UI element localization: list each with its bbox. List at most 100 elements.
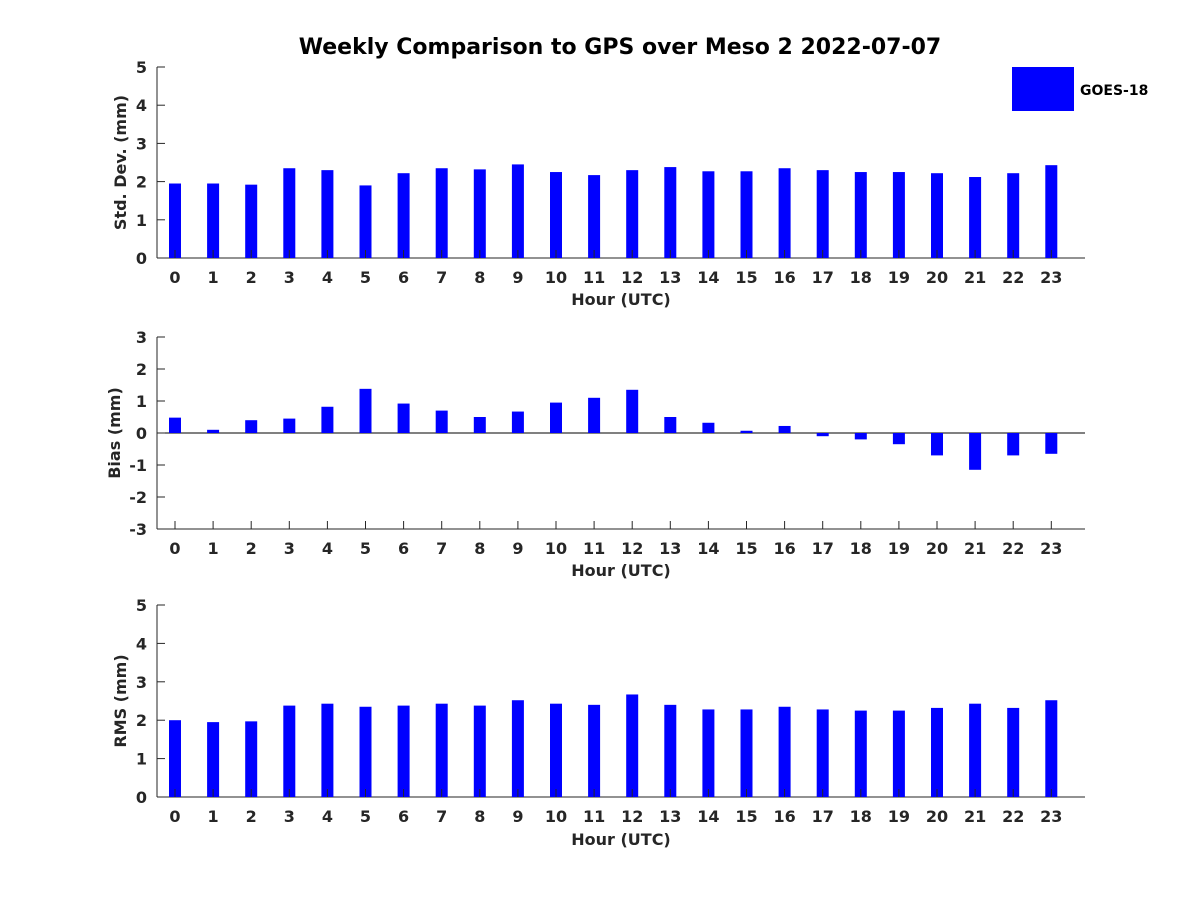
rms-bar <box>892 710 905 797</box>
bias-xtick-label: 10 <box>545 539 567 558</box>
rms-bar <box>664 704 677 797</box>
bias-xtick-label: 23 <box>1040 539 1062 558</box>
bias-xtick-label: 19 <box>888 539 910 558</box>
bias-bar <box>626 389 639 433</box>
std-dev-bar <box>664 167 677 258</box>
std-dev-xtick-label: 13 <box>659 268 681 287</box>
bias-ytick-label: 0 <box>136 424 147 443</box>
std-dev-xtick-label: 1 <box>208 268 219 287</box>
rms-bar <box>245 721 258 797</box>
std-dev-xtick-label: 0 <box>169 268 180 287</box>
std-dev-ytick-label: 2 <box>136 173 147 192</box>
std-dev-ytick-label: 5 <box>136 58 147 77</box>
bias-xtick-label: 14 <box>697 539 719 558</box>
std-dev-xtick-label: 20 <box>926 268 948 287</box>
rms-xtick-label: 2 <box>246 807 257 826</box>
std-dev-ytick-label: 0 <box>136 249 147 268</box>
bias-xtick-label: 13 <box>659 539 681 558</box>
std-dev-bar <box>397 173 410 258</box>
std-dev-ytick-label: 3 <box>136 134 147 153</box>
rms-xtick-label: 0 <box>169 807 180 826</box>
rms-ytick-label: 1 <box>136 750 147 769</box>
std-dev-xtick-label: 2 <box>246 268 257 287</box>
bias-bar <box>511 411 524 433</box>
rms-xtick-label: 12 <box>621 807 643 826</box>
rms-bar <box>778 706 791 797</box>
bias-bar <box>321 406 334 433</box>
bias-bar <box>854 433 867 440</box>
std-dev-bar <box>702 171 715 258</box>
bias-xtick-label: 17 <box>812 539 834 558</box>
rms-bar <box>511 700 524 797</box>
rms-bar <box>397 705 410 797</box>
legend: GOES-18 <box>1012 67 1148 111</box>
rms-xtick-label: 15 <box>735 807 757 826</box>
std-dev-bar <box>321 170 334 258</box>
rms-bar <box>740 709 753 797</box>
std-dev-xtick-label: 4 <box>322 268 333 287</box>
rms-bar <box>931 707 943 797</box>
bias-xtick-label: 6 <box>398 539 409 558</box>
bias-xtick-label: 7 <box>436 539 447 558</box>
bias-xtick-label: 21 <box>964 539 986 558</box>
rms-xtick-label: 5 <box>360 807 371 826</box>
std-dev-bar <box>550 172 562 258</box>
rms-xtick-label: 3 <box>284 807 295 826</box>
rms-bar <box>435 703 448 797</box>
std-dev-bar <box>1045 165 1058 258</box>
std-dev-bar <box>511 164 524 258</box>
rms-xtick-label: 21 <box>964 807 986 826</box>
bias-xtick-label: 18 <box>850 539 872 558</box>
std-dev-xtick-label: 3 <box>284 268 295 287</box>
rms-bar <box>169 720 181 797</box>
std-dev-bar <box>626 170 639 258</box>
bias-ytick-label: 2 <box>136 360 147 379</box>
bias-bar <box>207 429 220 433</box>
bias-xtick-label: 0 <box>169 539 180 558</box>
bias-y-axis-label: Bias (mm) <box>105 387 124 479</box>
std-dev-xtick-label: 8 <box>474 268 485 287</box>
bias-x-axis-label: Hour (UTC) <box>571 561 671 580</box>
rms-ytick-label: 5 <box>136 596 147 615</box>
bias-bar <box>702 422 715 433</box>
bias-bar <box>778 425 791 433</box>
rms-xtick-label: 10 <box>545 807 567 826</box>
std-dev-bar <box>283 168 296 258</box>
rms-bar <box>1007 707 1020 797</box>
bias-bar <box>245 420 258 433</box>
rms-bar <box>969 703 982 797</box>
std-dev-xtick-label: 23 <box>1040 268 1062 287</box>
std-dev-xtick-label: 11 <box>583 268 605 287</box>
rms-xtick-label: 7 <box>436 807 447 826</box>
rms-y-axis-label: RMS (mm) <box>111 654 130 747</box>
rms-bar <box>321 703 334 797</box>
rms-xtick-label: 17 <box>812 807 834 826</box>
std-dev-bar <box>245 184 258 258</box>
std-dev-bar <box>854 172 867 258</box>
bias-xtick-label: 11 <box>583 539 605 558</box>
rms-xtick-label: 1 <box>208 807 219 826</box>
std-dev-xtick-label: 10 <box>545 268 567 287</box>
bias-xtick-label: 12 <box>621 539 643 558</box>
bias-xtick-label: 2 <box>246 539 257 558</box>
std-dev-xtick-label: 14 <box>697 268 719 287</box>
bias-ytick-label: -2 <box>129 488 147 507</box>
rms-xtick-label: 8 <box>474 807 485 826</box>
bias-xtick-label: 5 <box>360 539 371 558</box>
rms-x-axis-label: Hour (UTC) <box>571 830 671 849</box>
bias-ytick-label: -1 <box>129 456 147 475</box>
rms-bar <box>207 722 220 797</box>
std-dev-bar <box>359 185 372 258</box>
rms-bar <box>626 694 639 797</box>
chart-title: Weekly Comparison to GPS over Meso 2 202… <box>299 35 941 60</box>
std-dev-xtick-label: 6 <box>398 268 409 287</box>
std-dev-xtick-label: 9 <box>512 268 523 287</box>
bias-bar <box>473 417 486 433</box>
rms-xtick-label: 19 <box>888 807 910 826</box>
std-dev-xtick-label: 12 <box>621 268 643 287</box>
std-dev-xtick-label: 22 <box>1002 268 1024 287</box>
rms-xtick-label: 23 <box>1040 807 1062 826</box>
